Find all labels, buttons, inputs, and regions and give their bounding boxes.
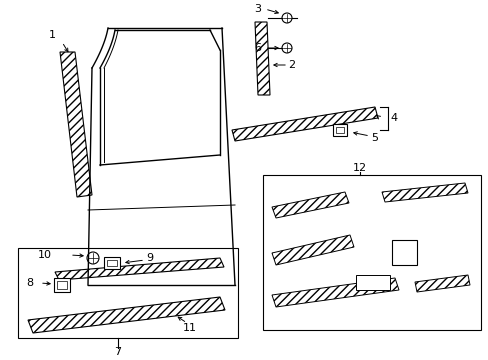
Polygon shape [55,258,224,280]
Polygon shape [355,275,389,290]
Circle shape [87,252,99,264]
Text: 3: 3 [254,4,261,14]
Circle shape [282,13,291,23]
Polygon shape [414,275,469,292]
Text: 12: 12 [352,163,366,173]
Text: 2: 2 [288,60,295,70]
FancyBboxPatch shape [104,257,120,269]
Text: 6: 6 [254,43,261,53]
Polygon shape [28,297,224,333]
Circle shape [282,43,291,53]
Polygon shape [271,192,348,218]
Polygon shape [60,52,92,197]
FancyBboxPatch shape [332,124,346,136]
Polygon shape [381,183,467,202]
Text: 11: 11 [183,323,197,333]
Text: 4: 4 [389,113,397,123]
Text: 1: 1 [48,30,55,40]
FancyBboxPatch shape [54,278,70,292]
Polygon shape [254,22,269,95]
Text: 8: 8 [26,278,34,288]
Text: 7: 7 [114,347,122,357]
Polygon shape [271,278,398,307]
Text: 10: 10 [38,250,52,260]
Polygon shape [231,107,377,141]
Text: 9: 9 [146,253,153,263]
Polygon shape [271,235,353,265]
Text: 5: 5 [371,133,378,143]
